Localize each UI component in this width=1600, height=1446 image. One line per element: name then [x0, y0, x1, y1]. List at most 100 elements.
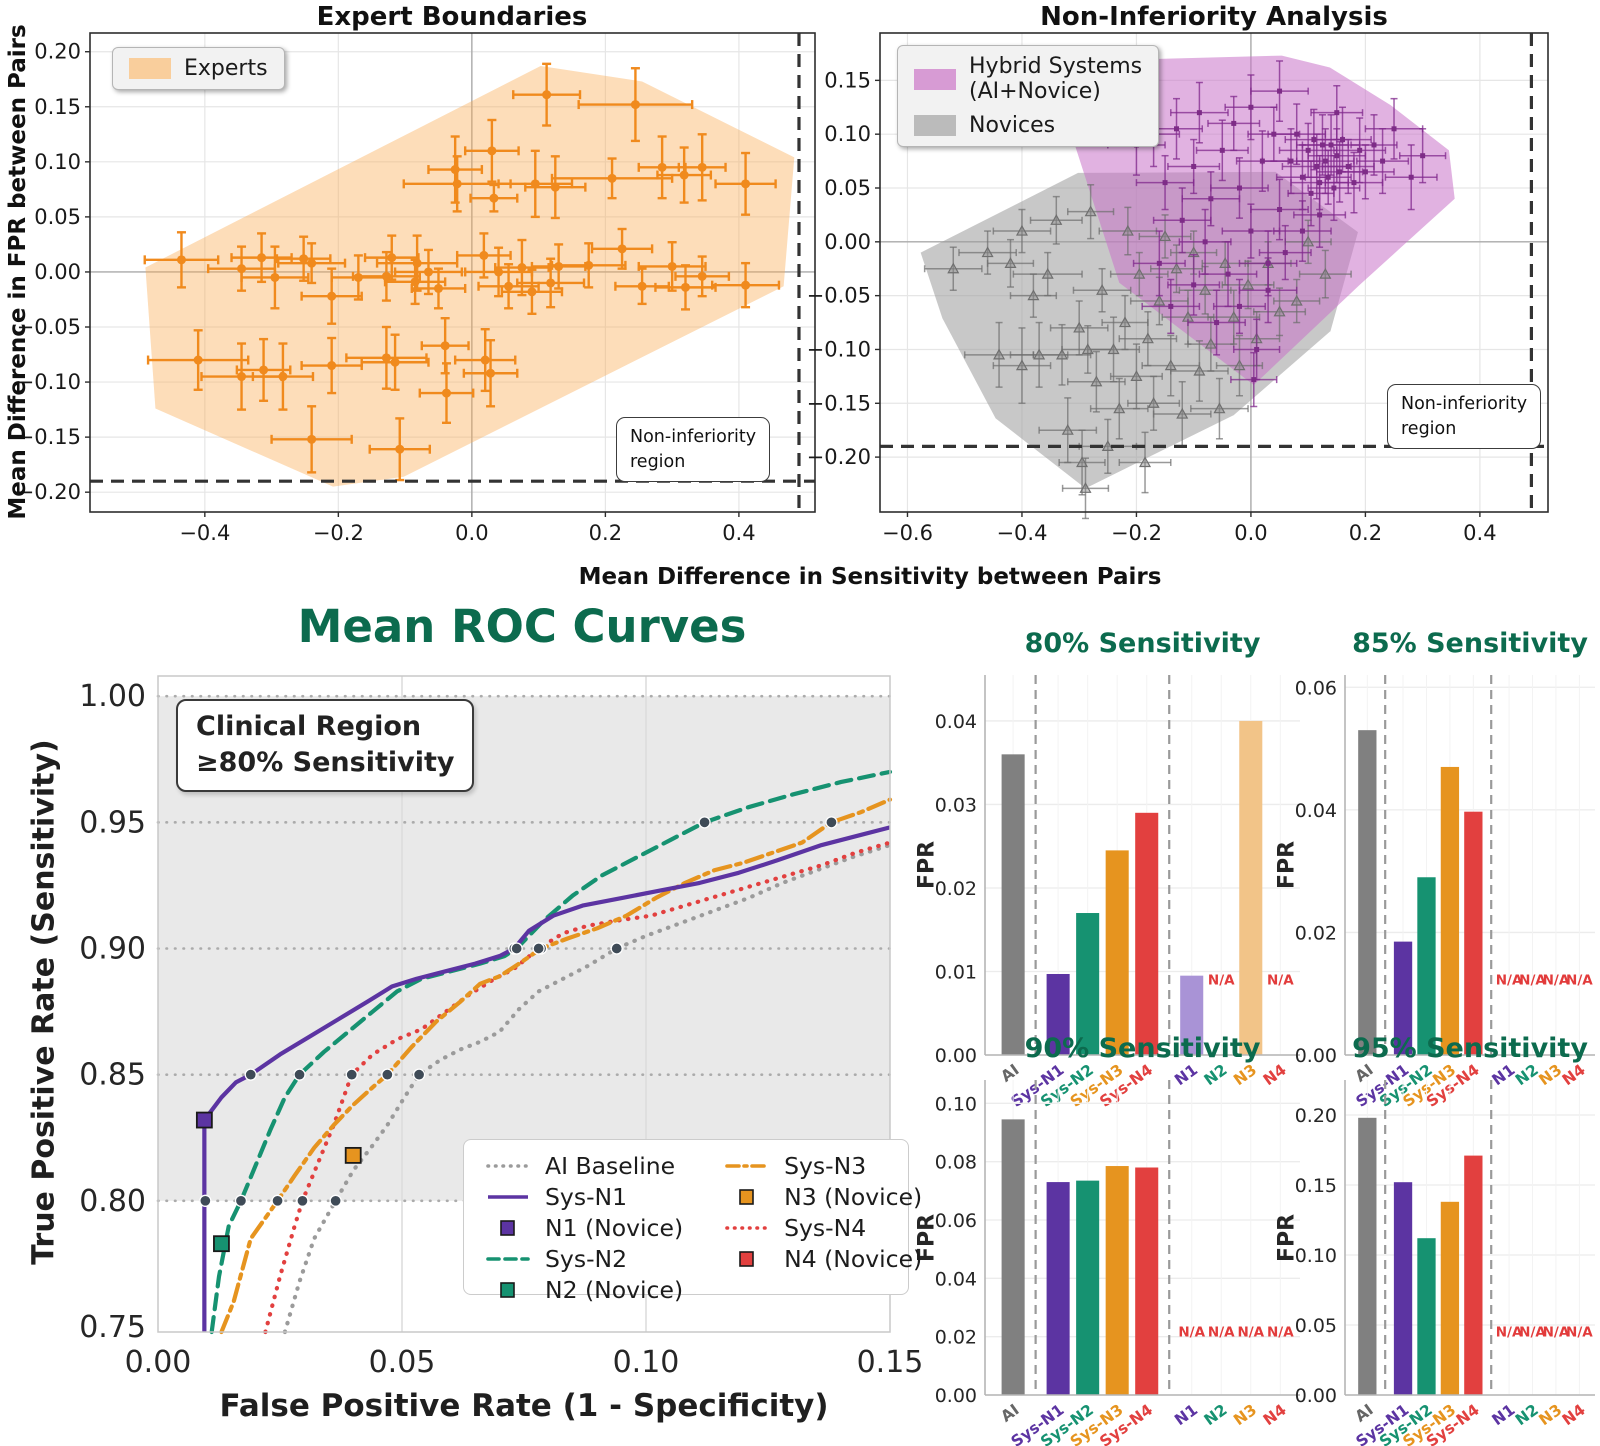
experts-swatch — [129, 58, 171, 79]
clinical-region-line1: Clinical Region — [196, 711, 422, 742]
roc-legend-swatch-solid — [488, 1195, 528, 1199]
svg-text:N1: N1 — [1171, 1061, 1201, 1090]
roc-title: Mean ROC Curves — [297, 600, 747, 653]
fpr-barchart-80pct: 0.000.010.020.030.04N/A N/AAISys-N1Sys-N2… — [935, 675, 1300, 1111]
roc-legend-swatch-square — [739, 1189, 754, 1205]
hybrid-points — [1084, 60, 1447, 408]
svg-text:N2: N2 — [1201, 1061, 1231, 1090]
svg-text:N4: N4 — [1260, 1061, 1290, 1090]
svg-text:0.06: 0.06 — [935, 1210, 977, 1232]
svg-text:0.00: 0.00 — [34, 260, 81, 284]
svg-text:N4: N4 — [1559, 1061, 1589, 1090]
svg-text:0.15: 0.15 — [824, 68, 871, 92]
svg-text:N2: N2 — [1201, 1401, 1231, 1430]
svg-text:N/A: N/A — [1496, 973, 1523, 989]
non-inferiority-annotation-right: Non-inferiority region — [1387, 384, 1542, 449]
svg-text:0.04: 0.04 — [935, 711, 977, 733]
svg-text:0.05: 0.05 — [1295, 1315, 1337, 1337]
svg-text:−0.2: −0.2 — [1111, 521, 1162, 545]
svg-text:0.85: 0.85 — [79, 1058, 146, 1093]
clinical-region-line2: ≥80% Sensitivity — [196, 747, 455, 779]
svg-text:0.00: 0.00 — [1295, 1385, 1337, 1407]
svg-text:0.4: 0.4 — [1463, 521, 1496, 545]
fpr-axis-label: FPR — [1274, 840, 1300, 890]
roc-curve-sys-n3 — [219, 797, 893, 1335]
roc-legend-label: N3 (Novice) — [784, 1183, 923, 1211]
svg-text:0.01: 0.01 — [935, 961, 977, 983]
annotation-left-line1: Non-inferiority — [630, 427, 757, 447]
svg-text:−0.05: −0.05 — [807, 284, 871, 308]
roc-legend-label: Sys-N2 — [545, 1245, 628, 1273]
annotation-right-line2: region — [1401, 418, 1457, 439]
svg-text:0.0: 0.0 — [1234, 521, 1267, 545]
roc-curve-ai-baseline — [282, 842, 893, 1335]
svg-text:0.08: 0.08 — [935, 1152, 977, 1174]
svg-text:0.00: 0.00 — [824, 230, 871, 254]
roc-legend-label: Sys-N4 — [784, 1214, 867, 1242]
roc-legend-swatch-square — [739, 1251, 754, 1267]
roc-legend-item: N2 (Novice) — [486, 1276, 683, 1304]
non-inferiority-plot: −0.6 −0.4 −0.2 0.0 0.2 0.4 0.15 0.10 0.05 0.00 −0.… — [807, 32, 1549, 545]
svg-text:N/A: N/A — [1519, 1325, 1546, 1341]
svg-text:0.02: 0.02 — [935, 878, 977, 900]
roc-legend-swatch-dotted — [486, 1164, 530, 1168]
svg-text:AI: AI — [998, 1401, 1023, 1426]
svg-text:−0.10: −0.10 — [807, 337, 871, 361]
non-inferiority-annotation-left: Non-inferiority region — [616, 417, 771, 482]
roc-legend-item: AI Baseline — [486, 1152, 683, 1180]
annotation-right-line1: Non-inferiority — [1401, 394, 1528, 414]
roc-legend-swatch-dashdot — [725, 1164, 769, 1168]
fpr-axis-label: FPR — [914, 840, 940, 890]
svg-text:−0.10: −0.10 — [17, 370, 81, 394]
svg-text:N4: N4 — [1559, 1401, 1589, 1430]
svg-text:N/A: N/A — [1208, 973, 1235, 989]
roc-legend-swatch-square — [500, 1282, 515, 1298]
hybrid-swatch — [914, 68, 956, 90]
svg-text:0.00: 0.00 — [935, 1385, 977, 1407]
experts-legend-row: Experts — [129, 56, 268, 81]
novices-legend-row: Novices — [914, 113, 1142, 138]
fpr-barchart-95pct: 0.000.050.100.150.20N/AN/AN/AN/AAISys-N1… — [1295, 1080, 1595, 1446]
barchart-title: 85% Sensitivity — [1352, 628, 1588, 659]
hybrid-legend-row: Hybrid Systems (AI+Novice) — [914, 54, 1142, 105]
svg-text:0.15: 0.15 — [1295, 1175, 1337, 1197]
svg-text:0.0: 0.0 — [455, 521, 488, 545]
roc-legend-item: N4 (Novice) — [725, 1245, 922, 1273]
svg-text:−0.15: −0.15 — [807, 391, 871, 415]
svg-text:0.10: 0.10 — [824, 122, 871, 146]
barchart-title: 90% Sensitivity — [1024, 1033, 1261, 1064]
svg-text:0.10: 0.10 — [935, 1093, 977, 1115]
roc-legend-label: N2 (Novice) — [545, 1276, 684, 1304]
svg-text:0.06: 0.06 — [1295, 677, 1337, 699]
annotation-left-line2: region — [630, 451, 686, 472]
hybrid-legend-label: Hybrid Systems (AI+Novice) — [969, 54, 1142, 105]
svg-text:0.20: 0.20 — [34, 40, 81, 64]
svg-text:N/A: N/A — [1566, 973, 1593, 989]
roc-legend-item: N3 (Novice) — [725, 1183, 922, 1211]
roc-legend-item: N1 (Novice) — [486, 1214, 683, 1242]
svg-text:−0.6: −0.6 — [882, 521, 933, 545]
svg-text:N1: N1 — [1171, 1401, 1201, 1430]
novice-markers — [195, 1111, 362, 1253]
top-x-axis-label: Mean Difference in Sensitivity between P… — [578, 564, 1162, 590]
expert-points — [143, 62, 781, 482]
panel-title-expert-boundaries: Expert Boundaries — [316, 2, 588, 32]
svg-text:N4: N4 — [1260, 1401, 1290, 1430]
svg-text:N/A: N/A — [1208, 1325, 1235, 1341]
svg-text:0.15: 0.15 — [34, 95, 81, 119]
roc-legend-label: Sys-N3 — [784, 1152, 867, 1180]
hybrid-label-line1: Hybrid Systems — [969, 54, 1143, 79]
svg-text:0.10: 0.10 — [613, 1345, 680, 1380]
roc-legend-item: Sys-N2 — [486, 1245, 683, 1273]
roc-legend-label: N1 (Novice) — [545, 1214, 684, 1242]
svg-text:−0.2: −0.2 — [313, 521, 364, 545]
svg-text:N/A: N/A — [1237, 1325, 1264, 1341]
novices-legend-label: Novices — [969, 112, 1056, 138]
roc-legend-label: AI Baseline — [545, 1152, 676, 1180]
roc-legend-item: Sys-N4 — [725, 1214, 922, 1242]
svg-text:0.10: 0.10 — [34, 150, 81, 174]
hybrid-novice-legend: Hybrid Systems (AI+Novice) Novices — [897, 45, 1160, 147]
svg-text:0.04: 0.04 — [1295, 800, 1337, 822]
fpr-axis-label: FPR — [1274, 1213, 1300, 1262]
roc-x-axis-label: False Positive Rate (1 - Specificity) — [219, 1388, 829, 1424]
